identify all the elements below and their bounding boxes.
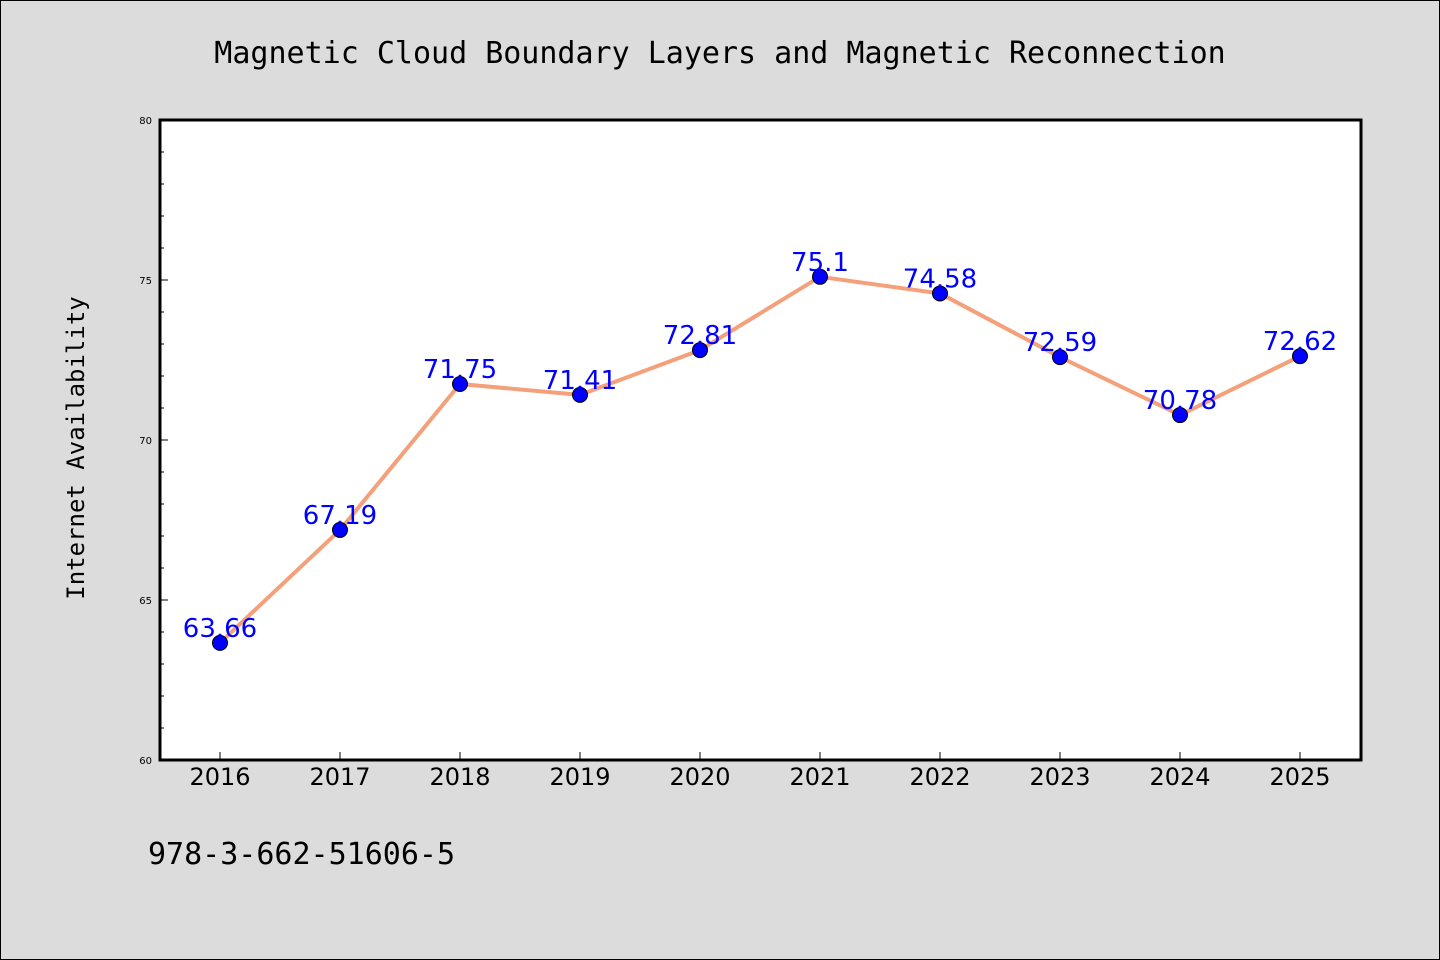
data-point	[452, 376, 468, 392]
data-point	[332, 521, 348, 538]
x-tick-label: 2025	[1269, 763, 1330, 791]
data-label: 75.1	[791, 248, 849, 278]
y-axis-label: Internet Availability	[62, 296, 90, 599]
x-tick-label: 2022	[909, 763, 970, 791]
y-tick-label: 75	[139, 276, 152, 287]
series-group: 63.66 67.19 71.75 71.41 72.81 75.1 74.58 72.59 7…	[183, 248, 1337, 651]
data-label: 67.19	[303, 501, 377, 531]
data-point	[1052, 349, 1068, 366]
x-tick-label: 2016	[189, 763, 250, 791]
x-tick-label: 2020	[669, 763, 730, 791]
x-tick-label: 2018	[429, 763, 490, 791]
data-point	[932, 285, 948, 302]
x-tick-label: 2023	[1029, 763, 1090, 791]
data-label: 71.75	[423, 355, 497, 385]
data-label: 72.62	[1263, 327, 1337, 357]
footer-isbn: 978-3-662-51606-5	[148, 837, 455, 872]
data-point	[812, 268, 828, 285]
y-tick-label: 70	[139, 436, 152, 447]
data-point	[1292, 348, 1308, 365]
x-tick-label: 2021	[789, 763, 850, 791]
y-tick-label: 65	[139, 596, 152, 607]
y-axis: 60 65 70 75 80	[139, 116, 168, 767]
chart-title: Magnetic Cloud Boundary Layers and Magne…	[214, 36, 1225, 71]
data-point	[1172, 407, 1188, 424]
y-tick-label: 80	[139, 116, 152, 127]
data-label: 74.58	[903, 264, 977, 294]
data-label: 70.78	[1143, 386, 1217, 416]
data-label: 72.59	[1023, 328, 1097, 358]
data-point	[212, 634, 228, 651]
plot-area	[158, 118, 1363, 762]
data-point	[572, 386, 588, 403]
x-tick-label: 2024	[1149, 763, 1210, 791]
series-line	[218, 274, 1302, 645]
data-label: 71.41	[543, 366, 617, 396]
data-label: 63.66	[183, 614, 257, 644]
data-label: 72.81	[663, 321, 737, 351]
x-axis: 2016 2017 2018 2019 2020 2021 2022 2023 2024 2025	[189, 752, 1331, 791]
y-tick-label: 60	[139, 756, 152, 767]
x-tick-label: 2019	[549, 763, 610, 791]
x-tick-label: 2017	[309, 763, 370, 791]
data-point	[692, 342, 708, 359]
